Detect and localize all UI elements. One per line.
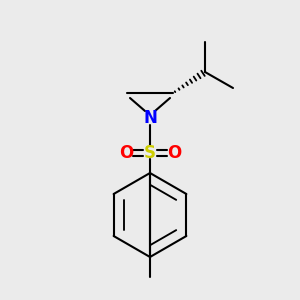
Text: S: S: [144, 144, 156, 162]
Text: O: O: [119, 144, 133, 162]
Text: O: O: [167, 144, 181, 162]
Text: N: N: [143, 109, 157, 127]
